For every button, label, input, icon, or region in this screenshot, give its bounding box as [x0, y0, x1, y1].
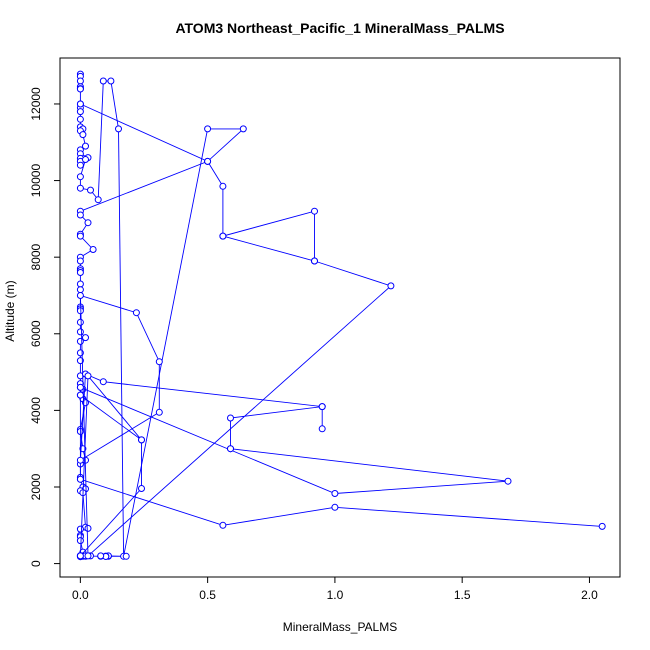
data-point — [76, 211, 84, 219]
data-point — [76, 269, 84, 276]
data-point — [82, 334, 89, 342]
data-point — [76, 257, 84, 265]
data-point — [76, 115, 84, 123]
plot-frame — [59, 57, 621, 578]
data-point — [227, 445, 234, 453]
data-point — [76, 525, 84, 533]
series-line-3 — [79, 374, 142, 558]
data-point — [311, 207, 318, 215]
data-point — [76, 383, 84, 391]
data-point — [219, 521, 227, 529]
y-tick-label: 12000 — [29, 87, 43, 121]
data-point — [76, 232, 84, 240]
data-point — [82, 142, 89, 150]
data-point — [84, 219, 92, 227]
data-point — [155, 408, 163, 416]
x-tick-label: 0.0 — [72, 588, 89, 602]
data-point — [107, 77, 115, 85]
data-point — [97, 552, 105, 560]
data-point — [99, 378, 107, 386]
data-point — [87, 186, 94, 194]
data-point — [82, 156, 89, 163]
data-point — [138, 436, 145, 444]
y-axis-label: Altitude (m) — [3, 280, 17, 342]
data-point — [76, 280, 84, 288]
data-point — [219, 232, 227, 240]
data-point — [76, 475, 84, 483]
data-point — [94, 196, 102, 204]
y-tick-label: 4000 — [29, 397, 43, 424]
data-point — [76, 456, 84, 464]
data-point — [331, 503, 339, 511]
x-tick-label: 0.5 — [199, 588, 216, 602]
x-tick-label: 1.5 — [454, 588, 471, 602]
data-point — [132, 309, 140, 317]
data-point — [84, 524, 92, 532]
data-point — [76, 328, 84, 336]
data-point — [204, 157, 212, 165]
series-line-1 — [79, 74, 245, 558]
data-point — [76, 552, 84, 560]
data-point — [84, 552, 92, 560]
chart-axes: 0.0 0.5 1.0 1.5 2.0 0 2000 4000 6000 8000 10000 120… — [29, 87, 598, 602]
data-point — [76, 100, 84, 108]
data-point — [331, 490, 339, 497]
data-point — [311, 257, 318, 265]
data-point — [219, 182, 227, 190]
y-tick-label: 2000 — [29, 473, 43, 500]
data-point — [79, 131, 87, 139]
data-point — [227, 414, 234, 422]
data-point — [239, 125, 247, 133]
x-tick-label: 2.0 — [581, 588, 598, 602]
data-point — [598, 522, 606, 530]
data-point — [84, 372, 92, 380]
x-tick-label: 1.0 — [327, 588, 344, 602]
data-point — [76, 292, 84, 299]
data-point — [76, 184, 84, 192]
data-point — [138, 485, 145, 492]
data-point — [76, 318, 84, 326]
data-point — [76, 537, 84, 545]
data-point — [89, 246, 97, 253]
data-point — [76, 173, 84, 181]
x-axis-label: MineralMass_PALMS — [282, 620, 398, 634]
data-point — [155, 358, 163, 366]
data-point — [76, 286, 84, 294]
data-point — [76, 391, 84, 399]
data-point — [76, 337, 84, 345]
data-point — [204, 125, 212, 133]
data-point — [76, 85, 84, 93]
y-tick-label: 10000 — [29, 164, 43, 198]
data-point — [76, 77, 84, 85]
data-point — [115, 125, 122, 133]
y-tick-label: 6000 — [29, 320, 43, 347]
data-point — [99, 77, 107, 85]
data-point — [76, 108, 84, 116]
data-point — [122, 552, 130, 560]
data-point — [318, 403, 326, 411]
y-tick-label: 0 — [29, 560, 43, 567]
chart-title: ATOM3 Northeast_Pacific_1 MineralMass_PA… — [175, 20, 505, 36]
y-tick-label: 8000 — [29, 244, 43, 271]
data-point — [387, 282, 395, 290]
series-line-2 — [79, 103, 603, 557]
data-point — [504, 477, 512, 485]
data-point — [76, 161, 84, 169]
chart-marks — [76, 70, 606, 561]
data-point — [318, 425, 326, 433]
